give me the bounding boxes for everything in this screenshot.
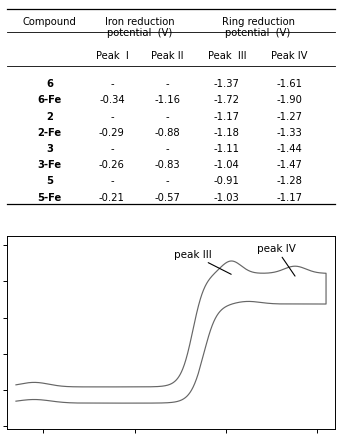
Text: -1.17: -1.17	[214, 112, 240, 122]
Text: Peak  III: Peak III	[208, 51, 246, 61]
Text: 5-Fe: 5-Fe	[37, 193, 62, 203]
Text: 5: 5	[46, 177, 53, 187]
Text: -1.28: -1.28	[276, 177, 302, 187]
Text: -0.83: -0.83	[155, 160, 181, 170]
Text: Peak II: Peak II	[152, 51, 184, 61]
Text: -0.34: -0.34	[99, 95, 125, 106]
Text: -1.90: -1.90	[276, 95, 302, 106]
Text: -1.04: -1.04	[214, 160, 240, 170]
Text: -: -	[166, 177, 170, 187]
Text: -: -	[166, 79, 170, 89]
Text: Peak  I: Peak I	[95, 51, 128, 61]
Text: -1.47: -1.47	[276, 160, 302, 170]
Text: 6: 6	[46, 79, 53, 89]
Text: -0.91: -0.91	[214, 177, 240, 187]
Text: -: -	[110, 144, 114, 154]
Text: -1.03: -1.03	[214, 193, 240, 203]
Text: -: -	[110, 177, 114, 187]
Text: -: -	[110, 79, 114, 89]
Text: Ring reduction
potential  (V): Ring reduction potential (V)	[222, 17, 294, 38]
Text: -1.72: -1.72	[214, 95, 240, 106]
Text: 3-Fe: 3-Fe	[38, 160, 62, 170]
Text: -0.57: -0.57	[155, 193, 181, 203]
Text: -0.88: -0.88	[155, 128, 181, 138]
Text: Peak IV: Peak IV	[271, 51, 307, 61]
Text: -1.61: -1.61	[276, 79, 302, 89]
Text: -1.44: -1.44	[276, 144, 302, 154]
Text: -0.29: -0.29	[99, 128, 125, 138]
Text: -1.11: -1.11	[214, 144, 240, 154]
Text: Compound: Compound	[23, 17, 77, 27]
Text: Iron reduction
potential  (V): Iron reduction potential (V)	[105, 17, 175, 38]
Text: 2: 2	[46, 112, 53, 122]
Text: peak IV: peak IV	[257, 244, 296, 276]
Text: -: -	[110, 112, 114, 122]
Text: -0.21: -0.21	[99, 193, 125, 203]
Text: -1.16: -1.16	[155, 95, 181, 106]
Text: -1.17: -1.17	[276, 193, 302, 203]
Text: -1.33: -1.33	[276, 128, 302, 138]
Text: 3: 3	[46, 144, 53, 154]
Text: peak III: peak III	[174, 250, 231, 274]
Text: -: -	[166, 112, 170, 122]
Text: -1.37: -1.37	[214, 79, 240, 89]
Text: -1.27: -1.27	[276, 112, 302, 122]
Text: -1.18: -1.18	[214, 128, 240, 138]
Text: 6-Fe: 6-Fe	[37, 95, 62, 106]
Text: -: -	[166, 144, 170, 154]
Text: -0.26: -0.26	[99, 160, 125, 170]
Text: 2-Fe: 2-Fe	[38, 128, 62, 138]
